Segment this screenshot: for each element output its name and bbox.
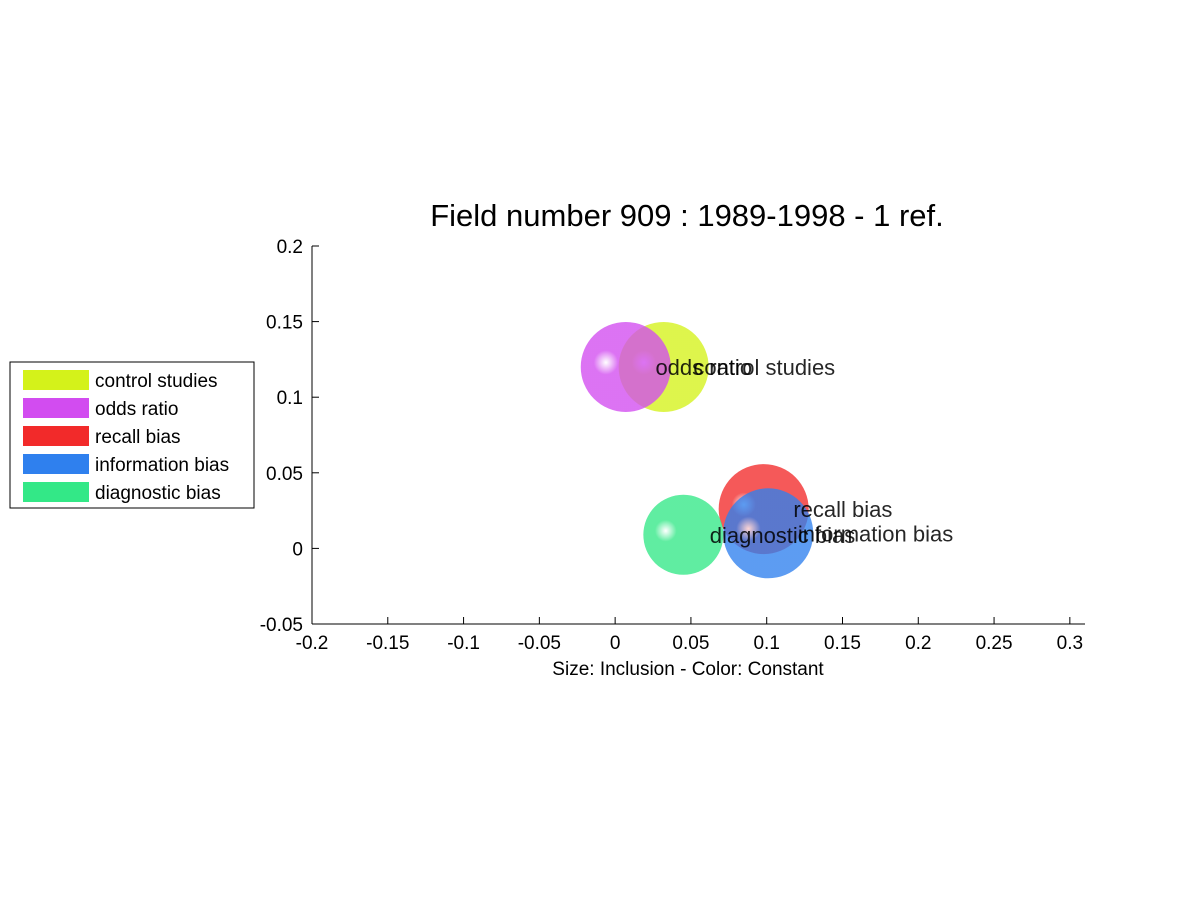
bubble-label: odds ratio bbox=[655, 355, 752, 380]
bubble-label: diagnostic bias bbox=[710, 523, 856, 548]
bubble-label: information bias bbox=[798, 521, 953, 546]
x-tick-label: -0.2 bbox=[296, 633, 329, 654]
legend-swatch bbox=[23, 370, 89, 390]
bubble-diagnostic-bias bbox=[643, 494, 724, 575]
x-tick-label: -0.15 bbox=[366, 633, 409, 654]
x-tick-label: 0.1 bbox=[753, 633, 779, 654]
legend-swatch bbox=[23, 426, 89, 446]
legend-swatch bbox=[23, 482, 89, 502]
y-tick-label: 0.1 bbox=[277, 388, 303, 409]
legend: control studies odds ratio recall bias info… bbox=[9, 361, 255, 509]
legend-swatch bbox=[23, 454, 89, 474]
legend-entry: information bias bbox=[95, 455, 229, 476]
x-axis-label: Size: Inclusion - Color: Constant bbox=[552, 659, 824, 680]
x-tick-label: 0.3 bbox=[1057, 633, 1083, 654]
y-tick-label: 0 bbox=[292, 539, 303, 560]
legend-entry: diagnostic bias bbox=[95, 483, 221, 504]
x-tick-label: 0.05 bbox=[672, 633, 709, 654]
y-tick-label: -0.05 bbox=[260, 615, 303, 636]
legend-swatch bbox=[23, 398, 89, 418]
x-tick-label: -0.05 bbox=[518, 633, 561, 654]
legend-entry: odds ratio bbox=[95, 399, 178, 420]
bubble-information-bias bbox=[723, 488, 814, 579]
legend-entry: control studies bbox=[95, 371, 218, 392]
bubble-odds-ratio bbox=[580, 321, 671, 412]
x-tick-label: 0 bbox=[610, 633, 621, 654]
bubbles bbox=[580, 321, 814, 579]
bubble-label: control studies bbox=[693, 355, 835, 380]
axes: -0.2 -0.15 -0.1 -0.05 0 0.05 0.1 0.15 0.2 0.25 0.3… bbox=[260, 237, 1085, 654]
x-tick-label: 0.15 bbox=[824, 633, 861, 654]
x-tick-label: 0.2 bbox=[905, 633, 931, 654]
x-tick-label: -0.1 bbox=[447, 633, 480, 654]
x-tick-label: 0.25 bbox=[976, 633, 1013, 654]
y-tick-label: 0.15 bbox=[266, 313, 303, 334]
bubble-label: recall bias bbox=[793, 497, 892, 522]
y-tick-label: 0.2 bbox=[277, 237, 303, 258]
legend-entry: recall bias bbox=[95, 427, 181, 448]
chart-title: Field number 909 : 1989-1998 - 1 ref. bbox=[430, 198, 944, 233]
y-tick-label: 0.05 bbox=[266, 464, 303, 485]
